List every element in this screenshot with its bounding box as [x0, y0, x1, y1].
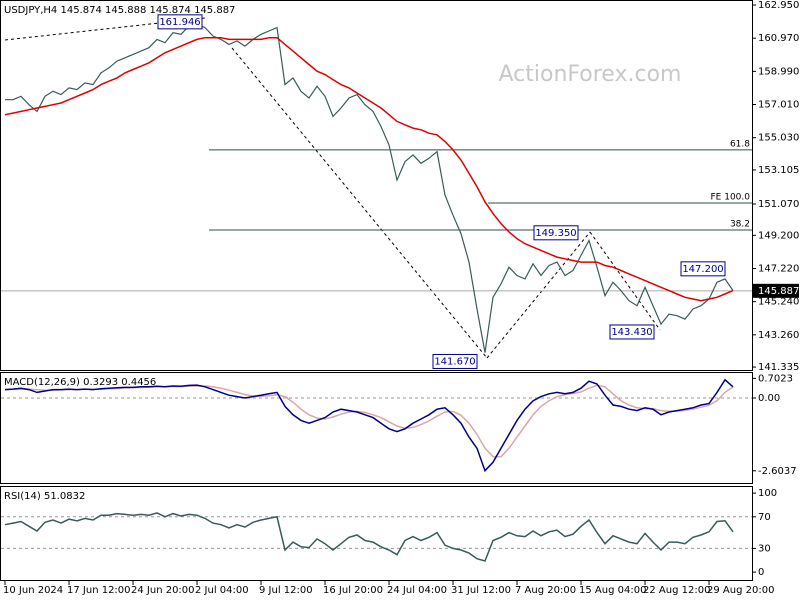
fib-label: FE 100.0: [711, 193, 751, 203]
x-tick-label: 17 Jun 12:00: [67, 585, 131, 596]
price-annotation: 161.946: [159, 17, 200, 28]
price-annotation-box: [432, 353, 478, 369]
x-tick-label: 9 Jul 12:00: [259, 585, 313, 596]
x-tick-label: 15 Aug 04:00: [579, 585, 646, 596]
x-tick-label: 31 Jul 12:00: [451, 585, 511, 596]
last-price-label: 145.887: [758, 286, 799, 297]
price-annotation: 149.350: [535, 228, 576, 239]
x-tick-label: 29 Aug 20:00: [707, 585, 774, 596]
y-tick-label: 70: [758, 512, 771, 523]
x-tick-label: 7 Aug 20:00: [515, 585, 576, 596]
y-tick-label: -2.6037: [758, 466, 797, 477]
x-tick-label: 24 Jul 04:00: [387, 585, 447, 596]
y-tick-label: 149.200: [758, 230, 799, 241]
x-tick-label: 24 Jun 20:00: [131, 585, 195, 596]
fib-label: 61.8: [730, 139, 750, 149]
y-tick-label: 158.990: [758, 66, 799, 77]
price-annotation-box: [609, 324, 655, 340]
series-line: [5, 23, 734, 353]
y-tick-label: 0: [758, 567, 764, 578]
rsi-panel: [0, 486, 753, 581]
price-annotation: 143.430: [611, 327, 652, 338]
x-tick-label: 22 Aug 12:00: [643, 585, 710, 596]
price-annotation-box: [157, 14, 203, 30]
watermark: ActionForex.com: [499, 62, 682, 87]
y-tick-label: 147.220: [758, 263, 799, 274]
y-tick-label: 153.105: [758, 165, 799, 176]
series-line: [4, 36, 734, 302]
price-annotation: 141.670: [434, 356, 475, 367]
y-tick-label: 162.950: [758, 0, 799, 11]
y-tick-label: 141.335: [758, 362, 799, 373]
y-tick-label: 151.070: [758, 199, 799, 210]
price-annotation: 147.200: [682, 264, 723, 275]
y-tick-label: 155.030: [758, 133, 799, 144]
macd-panel: [0, 372, 753, 484]
x-tick-label: 16 Jul 20:00: [323, 585, 383, 596]
last-price-tag: [753, 283, 799, 298]
x-tick-label: 10 Jun 2024: [3, 585, 63, 596]
panel-title: MACD(12,26,9) 0.3293 0.4456: [4, 377, 156, 388]
series-line: [4, 512, 734, 562]
series-line: [4, 378, 734, 473]
price-annotation-box: [533, 225, 579, 241]
fib-label: 38.2: [730, 219, 750, 229]
y-tick-label: 0.7023: [758, 373, 793, 384]
y-tick-label: 157.010: [758, 100, 799, 111]
y-tick-label: 100: [758, 488, 777, 499]
panel-title: RSI(14) 51.0832: [4, 491, 85, 502]
y-tick-label: 143.260: [758, 330, 799, 341]
panel-title: USDJPY,H4 145.874 145.888 145.874 145.88…: [4, 5, 235, 16]
trend-line: [231, 47, 488, 359]
price-annotation-box: [680, 261, 726, 277]
x-tick-label: 2 Jul 04:00: [195, 585, 249, 596]
y-tick-label: 0.00: [758, 393, 780, 404]
trend-line: [589, 231, 661, 331]
y-tick-label: 145.240: [758, 297, 799, 308]
y-tick-label: 160.970: [758, 33, 799, 44]
price-panel: [0, 0, 753, 371]
y-tick-label: 30: [758, 543, 771, 554]
